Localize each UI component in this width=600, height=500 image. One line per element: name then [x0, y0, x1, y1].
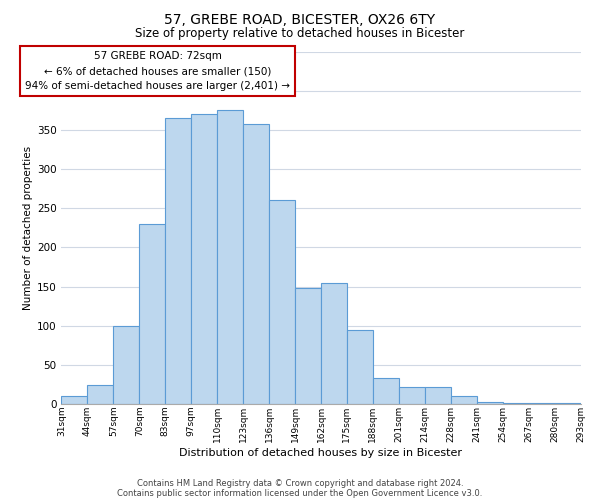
Text: 57 GREBE ROAD: 72sqm
← 6% of detached houses are smaller (150)
94% of semi-detac: 57 GREBE ROAD: 72sqm ← 6% of detached ho… — [25, 52, 290, 91]
Bar — [476, 402, 503, 404]
Bar — [139, 224, 165, 404]
Bar — [269, 200, 295, 404]
Text: Contains HM Land Registry data © Crown copyright and database right 2024.: Contains HM Land Registry data © Crown c… — [137, 478, 463, 488]
Bar — [451, 396, 476, 404]
Bar — [295, 288, 321, 404]
Y-axis label: Number of detached properties: Number of detached properties — [23, 146, 32, 310]
Bar — [191, 114, 217, 404]
X-axis label: Distribution of detached houses by size in Bicester: Distribution of detached houses by size … — [179, 448, 463, 458]
Bar — [165, 118, 191, 404]
Text: 57, GREBE ROAD, BICESTER, OX26 6TY: 57, GREBE ROAD, BICESTER, OX26 6TY — [164, 12, 436, 26]
Text: Size of property relative to detached houses in Bicester: Size of property relative to detached ho… — [136, 28, 464, 40]
Bar — [113, 326, 139, 404]
Bar — [347, 330, 373, 404]
Bar — [217, 110, 243, 404]
Bar — [321, 282, 347, 404]
Bar — [503, 402, 529, 404]
Bar — [425, 387, 451, 404]
Bar — [399, 387, 425, 404]
Bar — [373, 378, 399, 404]
Bar — [243, 124, 269, 404]
Text: Contains public sector information licensed under the Open Government Licence v3: Contains public sector information licen… — [118, 488, 482, 498]
Bar — [88, 384, 113, 404]
Bar — [61, 396, 88, 404]
